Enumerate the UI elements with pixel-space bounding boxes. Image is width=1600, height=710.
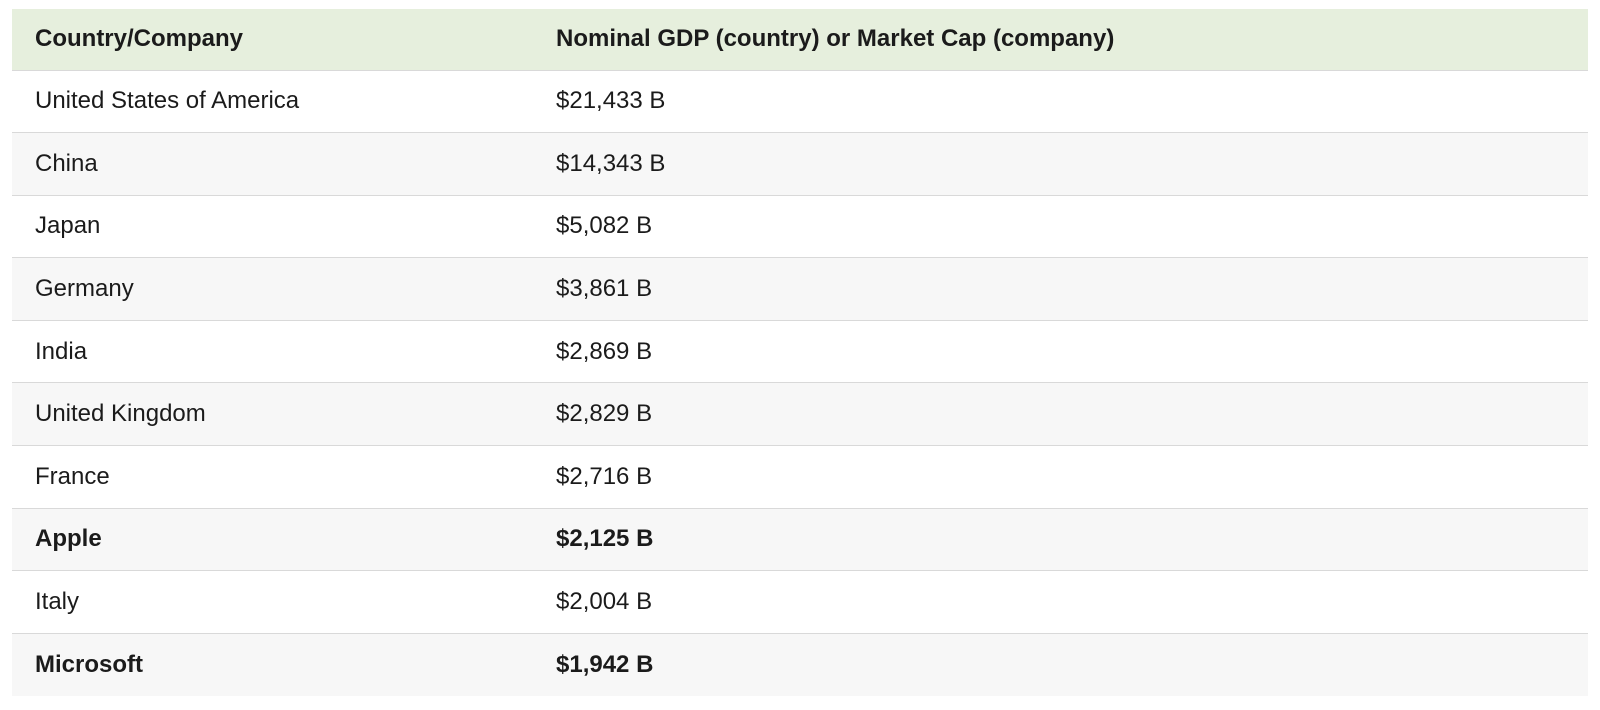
column-header-country-company: Country/Company <box>35 25 244 53</box>
column-header-gdp-market-cap: Nominal GDP (country) or Market Cap (com… <box>556 25 1115 53</box>
cell-country-company: India <box>35 337 88 365</box>
cell-country-company: Italy <box>35 588 80 616</box>
cell-gdp-market-cap: $3,861 B <box>556 275 653 303</box>
table-row: United Kingdom $2,829 B <box>12 382 1588 446</box>
table-row: China $14,343 B <box>12 132 1588 196</box>
cell-country-company: Microsoft <box>35 650 143 678</box>
cell-gdp-market-cap: $2,004 B <box>556 588 653 616</box>
table-header-row: Country/Company Nominal GDP (country) or… <box>12 9 1588 70</box>
table-row: Japan $5,082 B <box>12 195 1588 258</box>
table-row: Apple $2,125 B <box>12 508 1588 571</box>
cell-country-company: Germany <box>35 275 134 303</box>
cell-country-company: France <box>35 462 110 490</box>
table-row: France $2,716 B <box>12 445 1588 509</box>
gdp-market-cap-table: Country/Company Nominal GDP (country) or… <box>12 9 1588 696</box>
table-header: Country/Company Nominal GDP (country) or… <box>12 9 1588 70</box>
cell-country-company: Apple <box>35 525 102 553</box>
cell-gdp-market-cap: $5,082 B <box>556 212 653 240</box>
table-body: United States of America $21,433 B China $1… <box>12 70 1588 696</box>
cell-gdp-market-cap: $1,942 B <box>556 650 654 678</box>
gdp-market-cap-table-container: Country/Company Nominal GDP (country) or… <box>12 9 1588 696</box>
cell-gdp-market-cap: $2,125 B <box>556 525 654 553</box>
cell-country-company: China <box>35 149 98 177</box>
cell-country-company: United Kingdom <box>35 400 206 428</box>
cell-gdp-market-cap: $2,716 B <box>556 462 653 490</box>
table-row: Italy $2,004 B <box>12 570 1588 634</box>
cell-gdp-market-cap: $2,829 B <box>556 400 653 428</box>
cell-gdp-market-cap: $21,433 B <box>556 87 666 115</box>
cell-gdp-market-cap: $14,343 B <box>556 149 666 177</box>
table-row: India $2,869 B <box>12 320 1588 383</box>
cell-country-company: United States of America <box>35 87 300 115</box>
cell-gdp-market-cap: $2,869 B <box>556 337 653 365</box>
table-row: Germany $3,861 B <box>12 257 1588 321</box>
table-row: United States of America $21,433 B <box>12 70 1588 133</box>
table-row: Microsoft $1,942 B <box>12 633 1588 696</box>
cell-country-company: Japan <box>35 212 101 240</box>
